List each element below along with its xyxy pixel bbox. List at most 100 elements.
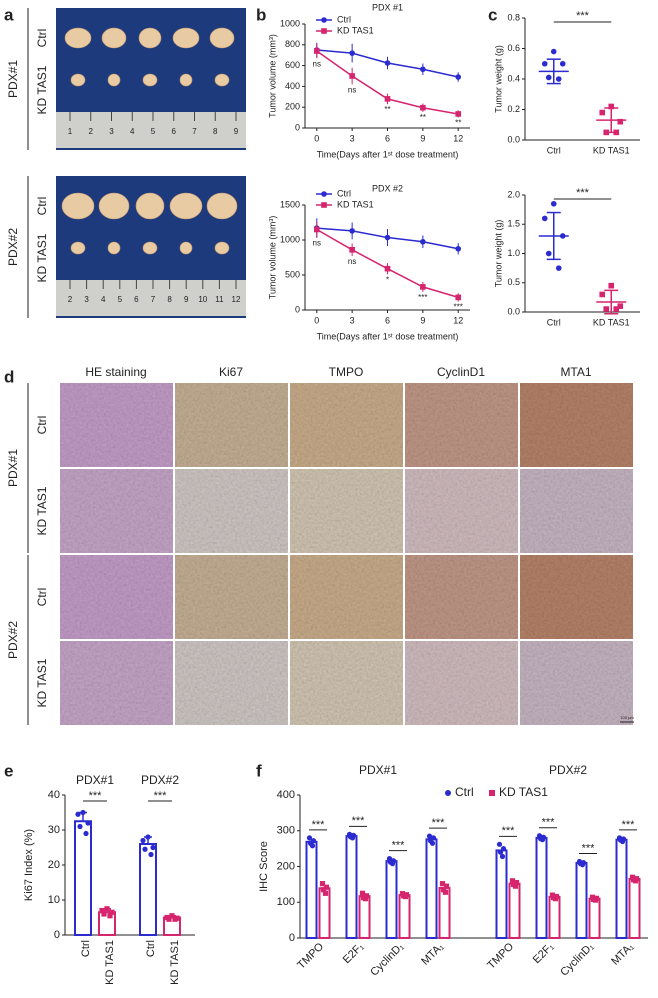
ihc-texture [60,469,173,553]
ihc-texture [60,555,173,639]
significance: *** [154,790,168,802]
ihc-texture [520,641,633,725]
data-point [513,879,520,886]
data-point [349,50,355,56]
legend-label: KD TAS1 [499,785,548,799]
data-point [101,911,107,917]
ruler-number: 9 [184,295,189,304]
data-point [555,76,562,82]
row-label: KD TAS1 [35,233,49,282]
panel-label: a [4,5,14,24]
data-point [455,74,462,80]
bar [438,886,451,940]
data-point [496,841,503,847]
significance: ns [348,85,356,94]
bar [345,835,358,939]
significance: *** [432,817,446,829]
y-tick-label: 200 [277,860,295,872]
data-point [384,96,391,102]
tumor [172,27,200,49]
data-point [313,226,320,233]
y-tick-label: 0 [289,932,295,944]
bar [358,895,371,939]
data-point [80,809,86,816]
ruler-number: 3 [84,295,89,304]
row-label: KD TAS1 [35,486,49,535]
data-point [613,306,620,312]
ihc-texture [520,469,633,553]
y-axis-label: Tumor weight (g) [493,45,503,113]
significance: *** [89,790,103,802]
y-tick-label: 0 [295,304,300,314]
legend-label: Ctrl [337,14,351,24]
bar [588,897,601,939]
data-point [319,881,326,887]
column-header: Ki67 [219,365,243,379]
y-tick-label: 0.0 [507,306,520,316]
data-point [539,837,546,843]
y-tick-label: 0.5 [507,277,520,287]
y-tick-label: 0.8 [507,12,520,22]
ihc-texture [175,469,288,553]
y-tick-label: 1.0 [507,248,520,258]
tumor [179,73,193,87]
ihc-texture [60,641,173,725]
ruler-number: 11 [215,295,224,304]
x-tick-label: KD TAS1 [593,145,630,155]
bar [508,882,521,939]
y-tick-label: 0.4 [507,73,520,83]
data-point [599,291,606,298]
significance: *** [542,817,556,829]
bar [385,860,398,940]
tumor [214,73,230,87]
legend-marker [321,202,327,208]
data-point [608,103,615,110]
y-tick-label: 1.5 [507,219,520,229]
data-point [420,104,426,111]
x-tick-label: KD TAS1 [593,317,630,327]
ruler-number: 9 [234,127,239,136]
column-header: MTA1 [560,365,591,379]
data-point [443,883,450,889]
significance: ns [348,257,356,266]
x-tick-label: 3 [350,315,355,325]
ihc-texture [290,469,403,553]
data-point [349,73,355,79]
data-point [541,60,548,67]
y-tick-label: 0.2 [507,104,520,114]
data-point [550,200,557,207]
data-point [603,306,610,312]
significance: *** [576,187,590,199]
data-point [83,830,89,837]
data-point [323,884,330,890]
data-point [389,861,396,867]
ruler-number: 8 [213,127,218,136]
y-axis-label: Tumor volume (mm³) [267,34,277,118]
tumor [107,241,121,255]
data-point [420,238,426,245]
data-point [455,111,462,117]
column-header: CyclinD1 [437,365,485,379]
data-point [172,916,178,922]
bar [305,840,318,940]
panel-label: e [4,761,13,780]
y-tick-label: 1000 [280,234,300,244]
data-point [322,890,329,896]
x-tick-label: 6 [385,315,390,325]
y-tick-label: 300 [277,825,295,837]
group-title: PDX#2 [549,763,587,777]
tumor [64,27,92,49]
row-label: Ctrl [35,588,49,607]
data-point [359,890,366,896]
significance: ns [313,238,321,247]
data-point [363,893,370,899]
y-tick-label: 0 [295,122,300,132]
data-point [104,906,110,912]
group-title: PDX#2 [141,773,179,787]
bar [575,861,588,939]
significance: *** [622,819,636,831]
ruler-number: 7 [192,127,197,136]
data-point [99,907,105,914]
data-point [142,846,148,852]
